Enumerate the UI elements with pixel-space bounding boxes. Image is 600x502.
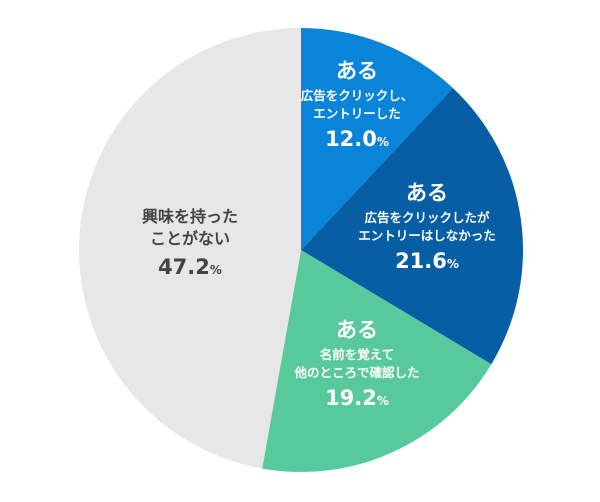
slice-line: 他のところで確認した: [293, 365, 419, 380]
slice-heading: ある: [336, 318, 378, 342]
slice-line: 広告をクリックし、: [301, 88, 414, 103]
slice-heading: ある: [336, 59, 378, 83]
slice-line: エントリーした: [313, 106, 401, 121]
slice-line: 興味を持った: [142, 207, 238, 226]
slice-value: 47.2%: [158, 255, 222, 279]
slice-line: エントリーはしなかった: [358, 228, 496, 243]
slice-value: 21.6%: [395, 249, 459, 273]
pie-labels: ある広告をクリックし、エントリーした12.0%ある広告をクリックしたがエントリー…: [142, 59, 496, 410]
pie-slice-1: [301, 28, 453, 250]
pie-slices: [79, 28, 524, 472]
slice-line: ことがない: [150, 229, 230, 248]
slice-value: 12.0%: [325, 127, 389, 151]
pie-slice-2: [301, 88, 524, 365]
slice-value: 19.2%: [325, 386, 389, 410]
slice-heading: ある: [406, 181, 448, 205]
pie-slice-3: [262, 250, 492, 472]
slice-line: 名前を覚えて: [320, 347, 394, 362]
pie-slice-4: [79, 28, 301, 469]
slice-line: 広告をクリックしたが: [364, 210, 490, 225]
